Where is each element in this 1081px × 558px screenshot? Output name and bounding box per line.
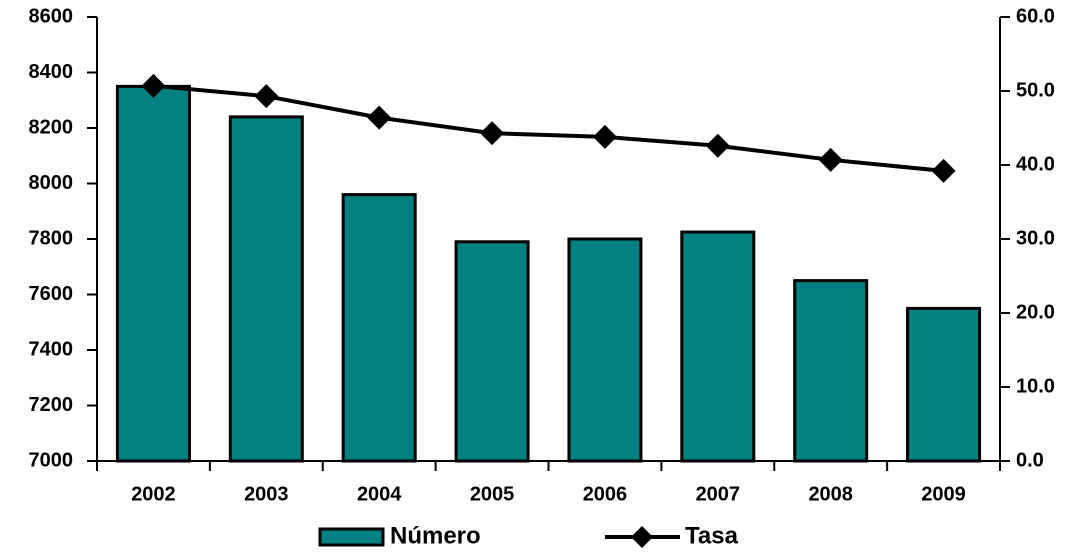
line (153, 83, 944, 173)
bar (680, 230, 756, 463)
bar (341, 193, 417, 463)
line-marker (254, 84, 279, 109)
line-marker (931, 158, 956, 183)
y2-tick-label: 50.0 (1016, 79, 1055, 101)
y-tick-label: 8600 (29, 5, 74, 27)
bar (454, 240, 530, 463)
bar (228, 115, 304, 463)
y-tick-label: 7200 (29, 394, 74, 416)
x-tick-label: 2006 (583, 483, 628, 505)
y2-tick-label: 10.0 (1016, 375, 1055, 397)
x-tick-label: 2003 (244, 483, 289, 505)
x-tick-label: 2005 (470, 483, 515, 505)
y-tick-label: 7400 (29, 338, 74, 360)
y-tick-label: 8200 (29, 116, 74, 138)
y-tick-label: 7600 (29, 283, 74, 305)
legend-label: Tasa (685, 522, 739, 549)
y2-tick-label: 0.0 (1016, 449, 1044, 471)
legend-marker (631, 526, 653, 548)
bar (567, 237, 643, 463)
bar (906, 306, 982, 463)
bar (793, 279, 869, 463)
line-marker (705, 133, 730, 158)
x-tick-label: 2002 (131, 483, 176, 505)
bar (115, 84, 191, 463)
y2-tick-label: 20.0 (1016, 301, 1055, 323)
x-tick-label: 2008 (808, 483, 853, 505)
y2-tick-label: 30.0 (1016, 227, 1055, 249)
y2-tick-label: 60.0 (1016, 5, 1055, 27)
y-tick-label: 8000 (29, 172, 74, 194)
line-marker (141, 73, 166, 98)
y-tick-label: 7000 (29, 449, 74, 471)
x-tick-label: 2004 (357, 483, 402, 505)
line-marker (818, 147, 843, 172)
legend-swatch (318, 527, 385, 547)
line-marker (367, 105, 392, 130)
y-tick-label: 8400 (29, 61, 74, 83)
x-tick-label: 2009 (921, 483, 966, 505)
line-marker (592, 124, 617, 149)
legend-label: Número (390, 522, 481, 549)
y2-tick-label: 40.0 (1016, 153, 1055, 175)
line-marker (480, 121, 505, 146)
x-tick-label: 2007 (696, 483, 741, 505)
y-tick-label: 7800 (29, 227, 74, 249)
